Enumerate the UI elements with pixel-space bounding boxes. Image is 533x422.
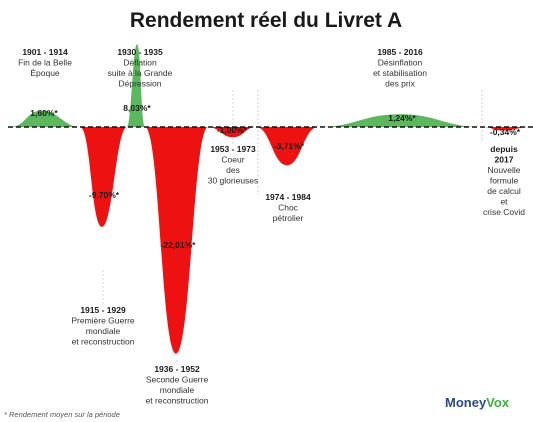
value-label-4: -1,00%* [217,125,248,135]
period-desc-6-1: et stabilisation [373,68,427,78]
moneyvox-logo: MoneyVox [445,395,510,410]
period-desc-7-2: de calcul [487,186,521,196]
period-desc-7-3: et [500,197,508,207]
period-desc-5-0: Choc [278,203,299,213]
value-label-1: -9,70%* [89,190,120,200]
area-3 [145,127,208,354]
period-label-0-0: 1901 - 1914 [22,47,68,57]
area-1 [80,127,127,227]
logo-part1: Money [445,395,487,410]
period-desc-2-0: Déflation [123,58,157,68]
period-label-4-0: 1953 - 1973 [210,144,256,154]
period-desc-6-2: des prix [385,79,416,89]
value-label-6: 1,24%* [388,113,416,123]
value-label-2: 8,03%* [123,103,151,113]
period-desc-3-1: mondiale [160,385,195,395]
area-7 [482,127,530,131]
period-label-1-0: 1915 - 1929 [80,305,126,315]
area-4 [208,127,256,138]
period-desc-4-0: Coeur [221,155,244,165]
period-label-6-0: 1985 - 2016 [377,47,423,57]
area-5 [256,127,318,166]
period-desc-0-0: Fin de la Belle [18,58,72,68]
period-desc-7-4: crise Covid [483,207,525,217]
period-desc-7-0: Nouvelle [487,165,520,175]
chart-title: Rendement réel du Livret A [130,9,402,32]
period-desc-6-0: Désinflation [378,58,423,68]
period-label-7-1: 2017 [495,155,514,165]
value-label-0: 1,60%* [30,108,58,118]
period-desc-3-2: et reconstruction [146,396,209,406]
footnote: * Rendement moyen sur la période [4,410,120,419]
period-desc-2-2: Dépression [119,79,162,89]
areas [10,44,530,354]
period-desc-3-0: Seconde Guerre [146,375,209,385]
area-2 [127,44,145,127]
area-0 [10,110,80,127]
period-desc-2-1: suite à la Grande [108,68,173,78]
period-label-2-0: 1930 - 1935 [117,47,163,57]
logo-part2: Vox [486,395,510,410]
period-desc-1-1: mondiale [86,326,121,336]
period-label-3-0: 1936 - 1952 [154,364,200,374]
period-desc-1-0: Première Guerre [71,316,135,326]
value-label-5: -3,71%* [274,141,305,151]
period-desc-7-1: formule [490,176,519,186]
period-desc-4-1: des [226,165,240,175]
value-label-7: -0,34%* [490,127,521,137]
value-label-3: -22,01%* [161,240,197,250]
period-label-5-0: 1974 - 1984 [265,192,311,202]
period-label-7-0: depuis [490,144,518,154]
period-desc-4-2: 30 glorieuses [208,176,259,186]
period-desc-0-1: Époque [30,68,60,78]
area-6 [318,114,482,127]
period-desc-5-1: pétrolier [273,213,304,223]
period-desc-1-2: et reconstruction [72,337,135,347]
